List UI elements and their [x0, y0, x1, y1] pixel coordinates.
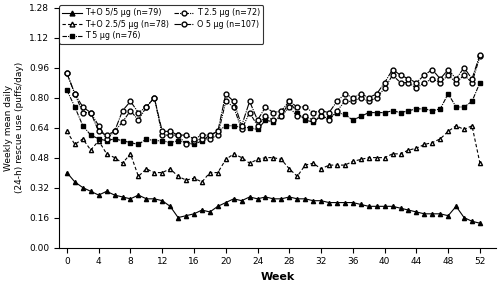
Legend: T+O 5/5 μg (n=79), T+O 2.5/5 μg (n=78), T 5 μg (n=76), T 2.5 μg (n=72), O 5 μg (: T+O 5/5 μg (n=79), T+O 2.5/5 μg (n=78), …	[59, 5, 264, 43]
X-axis label: Week: Week	[260, 272, 294, 282]
Y-axis label: Weekly mean daily
(24-h) rescue use (puffs/day): Weekly mean daily (24-h) rescue use (puf…	[4, 62, 24, 193]
